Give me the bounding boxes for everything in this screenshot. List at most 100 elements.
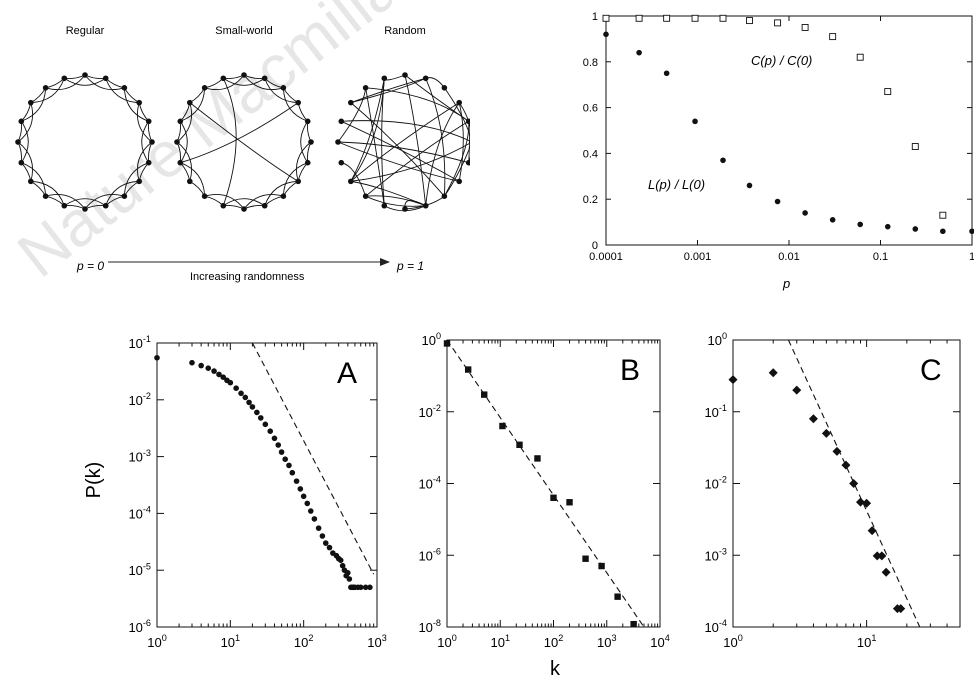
data-point — [857, 221, 864, 228]
data-point — [969, 228, 974, 235]
ring-edge — [45, 74, 86, 91]
data-point — [282, 456, 289, 462]
random-edge — [365, 87, 385, 206]
ring-edge — [243, 74, 284, 91]
data-point — [692, 118, 698, 125]
data-point — [663, 70, 670, 77]
data-point — [603, 31, 609, 38]
y-tick-label: 10-3 — [128, 448, 151, 465]
data-point — [233, 385, 239, 392]
data-point — [322, 540, 329, 546]
data-point — [249, 404, 256, 410]
y-tick-label: 10-8 — [418, 618, 441, 635]
data-point — [940, 228, 946, 235]
network-node — [102, 75, 109, 82]
network-node — [27, 99, 34, 106]
network-node — [261, 75, 268, 82]
network-node — [15, 139, 21, 145]
network-node — [308, 139, 314, 145]
x-tick-label: 104 — [650, 633, 670, 650]
x-tick-label: 103 — [367, 633, 387, 650]
ring-edge — [243, 193, 284, 210]
random-edge — [337, 141, 460, 182]
ring-edge — [45, 193, 86, 210]
cl-ticks: 0.0001 0.001 0.01 0.1 1 0 0.2 0.4 0.6 0.8 1 — [583, 11, 974, 263]
data-point — [326, 544, 333, 551]
network-node — [441, 84, 448, 91]
network-node — [201, 193, 208, 200]
data-point — [242, 394, 249, 401]
data-point — [635, 14, 643, 22]
y-tick-label: 10-2 — [128, 391, 151, 408]
ring-edge — [123, 87, 149, 122]
randomness-arrowhead — [380, 258, 390, 266]
ring-edge — [223, 198, 265, 207]
data-point — [304, 500, 311, 507]
x-tick-label: 100 — [147, 633, 167, 650]
data-point — [720, 157, 726, 164]
data-point — [939, 211, 947, 219]
data-point — [582, 555, 589, 562]
data-point — [262, 421, 269, 428]
ring-edge — [17, 102, 34, 143]
random-edge — [350, 77, 426, 104]
data-point — [345, 569, 351, 576]
data-point — [227, 379, 234, 386]
x-tick-label: 101 — [221, 633, 241, 650]
data-point — [728, 375, 738, 385]
panel-c-xlabel: k — [550, 658, 561, 678]
y-tick-label: 10-2 — [418, 403, 441, 420]
ring-edge — [295, 141, 312, 182]
data-point — [481, 391, 488, 398]
data-point — [719, 14, 727, 22]
data-point — [691, 14, 699, 22]
y-tick-label: 10-1 — [128, 334, 151, 351]
arrow-label: Increasing randomness — [190, 271, 305, 283]
network-node — [280, 84, 287, 91]
data-point — [884, 223, 891, 230]
network-node — [338, 159, 345, 166]
panel-c: 100 101 10-4 10-3 10-2 10-1 100 C — [704, 331, 961, 650]
random-edge — [341, 120, 470, 142]
data-point — [912, 226, 919, 232]
random-edge — [365, 120, 469, 197]
y-tick-label: 0.2 — [583, 194, 598, 206]
x-tick-label: 1 — [969, 251, 974, 263]
network-node — [422, 75, 429, 82]
data-point — [315, 525, 322, 531]
x-tick-label: 0.001 — [684, 251, 712, 263]
data-point — [896, 604, 906, 614]
data-point — [841, 460, 851, 470]
panel-label: B — [620, 354, 640, 387]
ring-edge — [179, 121, 188, 163]
data-point — [829, 33, 837, 41]
data-point — [357, 584, 364, 591]
network-node — [145, 118, 152, 125]
label-regular: Regular — [66, 25, 105, 37]
ring-edge — [282, 162, 308, 197]
ring-edge — [141, 121, 150, 163]
network-node — [469, 140, 470, 144]
data-point — [881, 567, 891, 577]
network-node — [456, 178, 463, 185]
network-node — [402, 72, 408, 78]
network-node — [102, 202, 109, 209]
network-node — [441, 193, 448, 200]
network-node — [136, 99, 143, 106]
ring-edge — [105, 180, 140, 206]
network-node — [304, 118, 311, 125]
network-node — [220, 202, 227, 209]
data-point — [311, 516, 318, 522]
ring-lattice-small-world — [174, 72, 314, 212]
network-node — [145, 159, 152, 166]
data-point — [849, 479, 859, 488]
data-point — [884, 88, 892, 96]
ring-edge — [300, 121, 309, 163]
data-point — [792, 385, 802, 395]
network-node — [149, 139, 155, 145]
network-node — [402, 206, 408, 212]
data-point — [300, 493, 307, 500]
x-tick-label: 102 — [294, 633, 314, 650]
network-node — [177, 118, 184, 125]
random-edge — [350, 142, 470, 182]
